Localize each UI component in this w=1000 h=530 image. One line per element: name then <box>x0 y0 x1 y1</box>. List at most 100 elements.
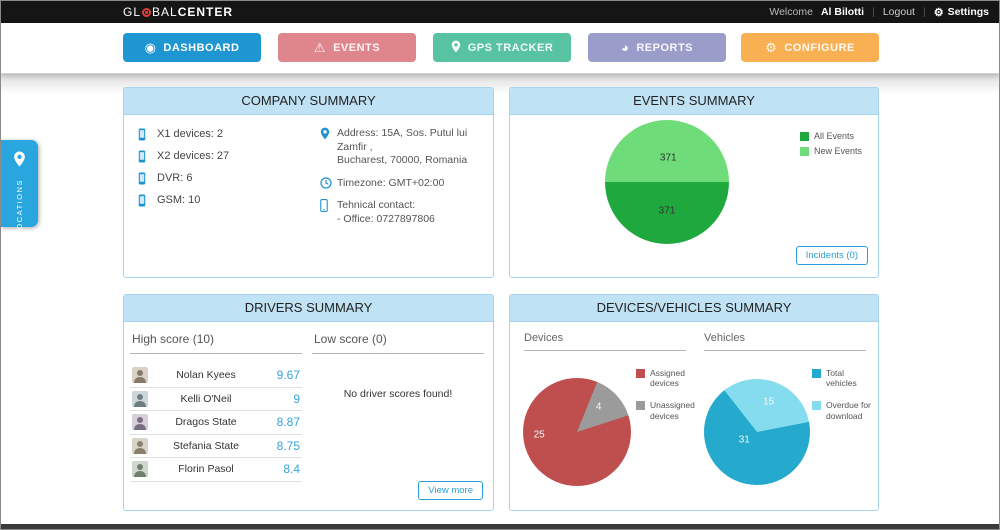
drivers-summary-title: DRIVERS SUMMARY <box>124 295 493 322</box>
main-nav: ◉ DASHBOARD ⚠ EVENTS GPS TRACKER ◕ REPOR… <box>1 23 999 74</box>
location-pin-icon <box>320 127 331 140</box>
devices-pie-chart: 25 4 <box>523 378 631 486</box>
topbar-user-area: Welcome Al Bilotti | Logout | ⚙ Settings <box>769 1 989 23</box>
driver-name: Dragos State <box>175 416 237 429</box>
device-count-item: X1 devices: 2 <box>138 123 229 145</box>
nav-reports-button[interactable]: ◕ REPORTS <box>588 33 726 62</box>
unassigned-swatch <box>636 401 645 411</box>
address-row: Address: 15A, Sos. Putul lui Zamfir , Bu… <box>320 127 493 168</box>
device-count-item: DVR: 6 <box>138 167 229 189</box>
all-events-value: 371 <box>658 205 676 217</box>
pie-chart-icon: ◕ <box>620 40 630 55</box>
driver-row: Kelli O'Neil 9 <box>130 388 302 411</box>
overdue-legend-label: Overdue for download <box>826 400 871 421</box>
settings-link[interactable]: ⚙ Settings <box>934 6 989 19</box>
logo-text-center: CENTER <box>177 5 234 19</box>
address-line-1: Address: 15A, Sos. Putul lui Zamfir , <box>337 127 468 153</box>
all-events-swatch <box>799 131 809 141</box>
unassigned-legend-label: Unassigned devices <box>650 400 695 421</box>
location-pin-icon <box>13 151 26 172</box>
driver-avatar <box>132 414 148 431</box>
logo-text-gl: GL <box>123 5 142 19</box>
view-more-button[interactable]: View more <box>418 481 483 500</box>
driver-row: Stefania State 8.75 <box>130 435 302 458</box>
legend-item-overdue: Overdue for download <box>812 400 874 421</box>
unassigned-devices-value: 4 <box>595 401 602 413</box>
driver-score: 8.75 <box>276 438 300 453</box>
devices-subheader: Devices <box>524 332 686 351</box>
mobile-device-icon <box>138 128 149 141</box>
user-name: Al Bilotti <box>820 6 865 18</box>
company-summary-panel: COMPANY SUMMARY X1 devices: 2 X2 devices… <box>123 87 494 278</box>
settings-label: Settings <box>947 6 989 18</box>
events-summary-body: All Events New Events 371 371 Incidents … <box>510 115 878 277</box>
device-count-label: DVR: 6 <box>157 172 193 184</box>
incidents-button[interactable]: Incidents (0) <box>795 246 868 265</box>
nav-dashboard-button[interactable]: ◉ DASHBOARD <box>123 33 261 62</box>
driver-row: Dragos State 8.87 <box>130 411 302 435</box>
overdue-vehicles-value: 15 <box>763 396 775 408</box>
total-vehicles-legend-label: Total vehicles <box>826 368 857 389</box>
new-events-legend-label: New Events <box>813 146 862 156</box>
logout-link[interactable]: Logout <box>882 6 915 18</box>
legend-item-unassigned: Unassigned devices <box>636 400 698 421</box>
locations-tab-label: LOCATIONS <box>15 179 24 236</box>
driver-name: Nolan Kyees <box>176 369 236 382</box>
devices-vehicles-body: Devices Vehicles Assigned devices Unassi… <box>510 322 878 510</box>
company-summary-body: X1 devices: 2 X2 devices: 27 DVR: 6 GSM:… <box>124 115 493 277</box>
driver-avatar <box>132 461 148 478</box>
nav-reports-label: REPORTS <box>636 41 694 54</box>
nav-configure-button[interactable]: ⚙ CONFIGURE <box>741 33 879 62</box>
assigned-swatch <box>636 369 645 378</box>
device-count-item: GSM: 10 <box>138 189 229 211</box>
nav-events-label: EVENTS <box>333 41 381 54</box>
overdue-swatch <box>812 401 821 411</box>
driver-name: Kelli O'Neil <box>180 392 232 405</box>
new-events-swatch <box>799 146 809 156</box>
high-score-list: Nolan Kyees 9.67 Kelli O'Neil 9 Dragos S… <box>130 364 302 482</box>
drivers-summary-body: High score (10) Nolan Kyees 9.67 Kelli O… <box>124 322 493 510</box>
timezone-text: Timezone: GMT+02:00 <box>337 176 445 189</box>
drivers-summary-panel: DRIVERS SUMMARY High score (10) Nolan Ky… <box>123 294 494 511</box>
company-info-column: Address: 15A, Sos. Putul lui Zamfir , Bu… <box>320 127 493 235</box>
nav-gps-tracker-button[interactable]: GPS TRACKER <box>433 33 571 62</box>
events-summary-title: EVENTS SUMMARY <box>510 88 878 115</box>
driver-score: 9.67 <box>276 368 300 383</box>
legend-item-new-events: New Events <box>799 146 862 156</box>
nav-events-button[interactable]: ⚠ EVENTS <box>278 33 416 62</box>
dashboard-icon: ◉ <box>144 40 157 55</box>
device-count-label: X1 devices: 2 <box>157 128 224 140</box>
phone-icon <box>320 198 331 212</box>
vehicles-subheader: Vehicles <box>704 332 866 351</box>
mobile-device-icon <box>138 150 149 163</box>
gear-icon: ⚙ <box>933 6 944 19</box>
legend-item-total-vehicles: Total vehicles <box>812 368 874 388</box>
logo-globe-icon <box>142 8 152 17</box>
total-vehicles-value: 31 <box>738 434 750 446</box>
no-driver-scores-message: No driver scores found! <box>343 388 453 400</box>
warning-triangle-icon: ⚠ <box>313 40 327 55</box>
driver-avatar <box>132 437 148 454</box>
vehicles-pie-chart: 31 15 <box>704 379 810 485</box>
low-score-column: Low score (0) No driver scores found! <box>312 328 484 400</box>
events-pie-chart: 371 371 <box>605 120 729 244</box>
legend-item-all-events: All Events <box>799 131 862 141</box>
mobile-device-icon <box>138 172 149 185</box>
topbar: GL BALCENTER Welcome Al Bilotti | Logout … <box>1 1 999 23</box>
company-summary-title: COMPANY SUMMARY <box>124 88 493 115</box>
low-score-header: Low score (0) <box>312 328 484 354</box>
devices-vehicles-summary-panel: DEVICES/VEHICLES SUMMARY Devices Vehicle… <box>509 294 879 511</box>
driver-avatar <box>132 390 148 407</box>
welcome-label: Welcome <box>769 6 813 18</box>
contact-line-2: - Office: 0727897806 <box>337 212 435 225</box>
app-logo: GL BALCENTER <box>123 1 233 23</box>
events-summary-panel: EVENTS SUMMARY All Events New Events 371… <box>509 87 879 278</box>
driver-name: Florin Pasol <box>178 463 234 476</box>
driver-score: 8.4 <box>283 462 300 477</box>
driver-row: Nolan Kyees 9.67 <box>130 364 302 388</box>
devices-legend: Assigned devices Unassigned devices <box>636 368 698 433</box>
clock-icon <box>320 177 332 190</box>
locations-side-tab[interactable]: LOCATIONS <box>1 140 38 235</box>
map-pin-icon <box>451 40 461 55</box>
